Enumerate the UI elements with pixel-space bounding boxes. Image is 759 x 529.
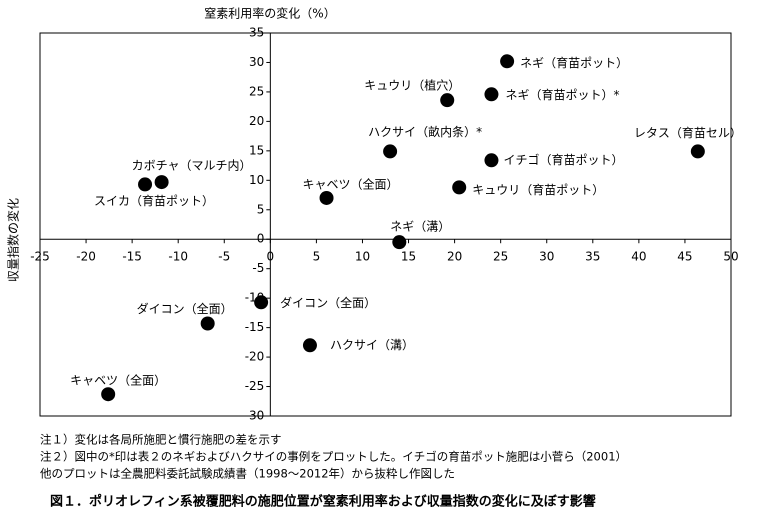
point [484, 153, 499, 168]
x-tick-label: -20 [76, 250, 96, 264]
y-tick-label: -15 [245, 320, 265, 334]
y-tick-label: 5 [257, 202, 265, 216]
point-label: ネギ（育苗ポット）* [505, 87, 619, 102]
point-label: キャベツ（全面） [70, 373, 166, 388]
point [500, 54, 515, 69]
point-label: ハクサイ（畝内条）* [368, 125, 482, 139]
point [392, 235, 407, 250]
note: 他のプロットは全農肥料委託試験成績書（1998～2012年）から抜粋し作図した [40, 467, 455, 481]
point [254, 295, 269, 310]
x-tick-label: 45 [677, 250, 692, 264]
point [154, 175, 169, 190]
plot-frame [39, 32, 732, 417]
point-label: イチゴ（育苗ポット） [503, 152, 623, 167]
x-tick-label: 30 [539, 250, 554, 264]
point-label: キャベツ（全面） [303, 176, 399, 191]
point [319, 190, 334, 205]
y-tick-label: -25 [245, 379, 265, 393]
x-tick-label: -25 [30, 250, 50, 264]
y-tick-label: 30 [249, 55, 264, 69]
point-label: レタス（育苗セル） [634, 125, 742, 140]
y-tick-label: 35 [249, 26, 264, 40]
x-tick-label: -15 [122, 250, 142, 264]
point-label: カボチャ（マルチ内） [132, 159, 252, 173]
point [690, 144, 705, 159]
x-tick-label: 40 [631, 250, 646, 264]
y-tick-label: 0 [257, 232, 265, 246]
point [484, 87, 499, 102]
point [383, 144, 398, 159]
x-tick-label: -5 [218, 250, 230, 264]
point [200, 316, 215, 331]
x-axis-title: 窒素利用率の変化（%） [204, 6, 335, 21]
point [302, 338, 317, 353]
x-tick-label: 10 [355, 250, 370, 264]
y-tick-label: 20 [249, 114, 264, 128]
note: 注１）変化は各局所施肥と慣行施肥の差を示す [40, 433, 282, 447]
point [138, 177, 153, 192]
x-tick-label: 35 [585, 250, 600, 264]
point-label: ネギ（溝） [390, 220, 450, 234]
note: 注２）図中の*印は表２のネギおよびハクサイの事例をプロットした。イチゴの育苗ポッ… [40, 450, 627, 464]
point [452, 180, 467, 195]
y-tick-label: 25 [249, 84, 264, 98]
y-tick-label: 10 [249, 173, 264, 187]
point-label: ネギ（育苗ポット） [520, 55, 628, 70]
x-tick-label: 5 [313, 250, 321, 264]
y-tick-label: -20 [245, 350, 265, 364]
point-label: ハクサイ（溝） [330, 338, 414, 352]
caption: 図１．ポリオレフィン系被覆肥料の施肥位置が窒素利用率および収量指数の変化に及ぼす… [50, 494, 596, 510]
x-tick-label: 15 [401, 250, 416, 264]
y-tick-label: -5 [252, 261, 264, 275]
x-tick-label: 50 [723, 250, 738, 264]
point-label: ダイコン（全面） [280, 295, 376, 310]
x-tick-label: 25 [493, 250, 508, 264]
y-axis-title: 収量指数の変化 [6, 198, 21, 282]
x-tick-label: 20 [447, 250, 462, 264]
point [101, 387, 116, 402]
point-label: キュウリ（育苗ポット） [472, 182, 604, 197]
y-tick-label: -30 [245, 409, 265, 423]
point [440, 93, 455, 108]
point-label: キュウリ（植穴） [364, 78, 460, 93]
point-label: スイカ（育苗ポット） [94, 193, 214, 208]
y-tick-label: 15 [249, 143, 264, 157]
x-tick-label: 0 [267, 250, 275, 264]
x-tick-label: -10 [168, 250, 188, 264]
point-label: ダイコン（全面） [137, 301, 233, 316]
